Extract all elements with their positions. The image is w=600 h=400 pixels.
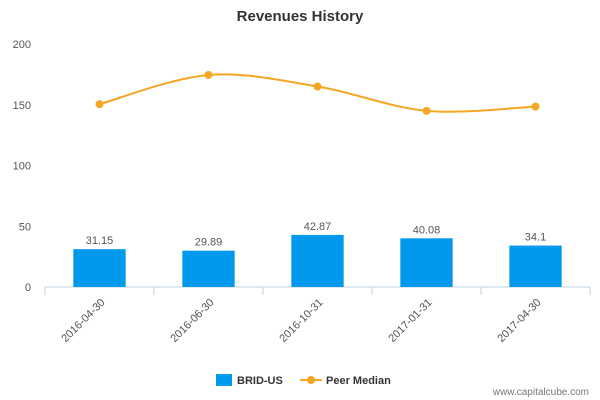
- y-tick-label: 50: [19, 221, 31, 233]
- bar-value-label: 31.15: [86, 235, 114, 247]
- bar-value-label: 42.87: [304, 221, 332, 233]
- peer-median-point: [531, 102, 540, 111]
- peer-median-point: [313, 82, 322, 91]
- legend[interactable]: BRID-US Peer Median: [216, 374, 391, 387]
- legend-peer-marker: [307, 376, 315, 384]
- bar: [182, 250, 235, 287]
- y-axis-ticks: 0 50 100 150 200: [13, 39, 31, 294]
- bar-data-labels: 31.15 29.89 42.87 40.08 34.1: [86, 221, 546, 249]
- peer-median-point: [95, 100, 104, 109]
- bar: [400, 238, 453, 287]
- credit-text[interactable]: www.capitalcube.com: [492, 387, 589, 398]
- y-tick-label: 100: [13, 161, 31, 173]
- x-tick-label: 2016-06-30: [168, 297, 216, 345]
- axes: [44, 286, 591, 295]
- y-tick-label: 200: [13, 39, 31, 51]
- y-tick-label: 0: [25, 282, 31, 294]
- x-axis-ticks: 2016-04-30 2016-06-30 2016-10-31 2017-01-31…: [59, 297, 543, 345]
- bar-value-label: 34.1: [525, 232, 546, 244]
- y-tick-label: 150: [13, 100, 31, 112]
- bar: [73, 249, 126, 287]
- bar-value-label: 29.89: [195, 237, 223, 249]
- legend-brid-swatch: [216, 374, 232, 386]
- bars: [73, 234, 562, 287]
- bar-value-label: 40.08: [413, 224, 441, 236]
- x-tick-label: 2016-10-31: [277, 297, 325, 345]
- peer-median-point: [422, 106, 431, 115]
- chart-title: Revenues History: [237, 8, 364, 25]
- bar: [291, 234, 344, 287]
- peer-median-point: [204, 70, 213, 79]
- bar: [509, 245, 562, 287]
- peer-median-curve: [99, 73, 536, 113]
- x-tick-label: 2017-04-30: [495, 297, 543, 345]
- legend-peer-label[interactable]: Peer Median: [326, 375, 391, 387]
- peer-median-line: [95, 70, 540, 115]
- legend-brid-label[interactable]: BRID-US: [237, 375, 283, 387]
- x-tick-label: 2017-01-31: [386, 297, 434, 345]
- x-tick-label: 2016-04-30: [59, 297, 107, 345]
